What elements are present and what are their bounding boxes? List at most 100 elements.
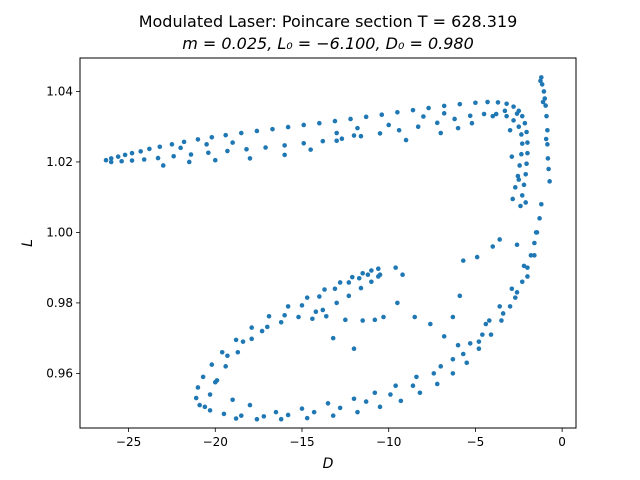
data-point xyxy=(486,318,492,323)
data-point xyxy=(223,132,228,138)
data-point xyxy=(398,398,404,404)
data-point xyxy=(395,300,400,306)
data-point xyxy=(523,171,529,177)
data-point xyxy=(480,332,485,337)
data-point xyxy=(467,341,473,346)
data-point xyxy=(240,339,246,344)
y-axis-label: L xyxy=(20,239,36,247)
data-point xyxy=(355,409,360,415)
data-point xyxy=(299,406,305,411)
data-point xyxy=(519,132,524,137)
data-point xyxy=(259,328,265,334)
data-point xyxy=(188,152,194,157)
data-point xyxy=(360,271,365,276)
data-point xyxy=(528,253,534,258)
data-point xyxy=(519,141,525,146)
data-point xyxy=(337,405,343,411)
data-point xyxy=(543,103,548,108)
data-point xyxy=(474,254,480,260)
data-point xyxy=(325,401,331,406)
data-point xyxy=(393,383,398,389)
data-point xyxy=(476,339,482,344)
data-point xyxy=(517,163,522,168)
data-point xyxy=(235,349,241,355)
data-point xyxy=(403,137,409,143)
data-point xyxy=(381,314,386,320)
data-point xyxy=(514,290,520,295)
data-point xyxy=(521,263,527,269)
data-point xyxy=(523,200,529,205)
data-point xyxy=(518,203,523,209)
data-point xyxy=(547,179,552,184)
data-point xyxy=(360,318,365,323)
data-point xyxy=(457,101,463,107)
data-point xyxy=(351,133,357,138)
data-point xyxy=(400,272,405,278)
data-point xyxy=(230,397,235,403)
data-point xyxy=(282,152,287,158)
data-point xyxy=(504,101,509,107)
data-point xyxy=(388,392,393,397)
data-point xyxy=(393,265,398,270)
data-point xyxy=(238,413,244,418)
data-point xyxy=(266,314,272,319)
data-point xyxy=(247,402,253,408)
data-point xyxy=(455,342,461,348)
data-point xyxy=(522,120,528,126)
data-point xyxy=(349,274,355,280)
data-point xyxy=(233,337,239,343)
data-point xyxy=(221,411,227,417)
data-point xyxy=(108,159,114,165)
data-point xyxy=(244,146,249,152)
data-point xyxy=(455,125,461,131)
data-point xyxy=(395,109,400,115)
data-point xyxy=(363,114,369,120)
data-point xyxy=(129,150,135,156)
data-point xyxy=(507,304,513,309)
data-point xyxy=(519,151,524,157)
data-point xyxy=(195,385,201,390)
data-point xyxy=(539,75,544,80)
data-point xyxy=(332,118,338,124)
data-point xyxy=(428,321,433,327)
data-point xyxy=(204,142,209,147)
data-point xyxy=(493,111,499,117)
data-point xyxy=(356,275,362,281)
data-point xyxy=(122,152,128,158)
plot-frame xyxy=(79,57,577,429)
data-point xyxy=(160,163,166,168)
data-point xyxy=(545,142,550,147)
data-point xyxy=(514,242,520,248)
data-point xyxy=(460,351,466,357)
data-point xyxy=(119,158,124,164)
data-point xyxy=(537,216,542,221)
data-point xyxy=(301,140,307,146)
data-point xyxy=(488,332,494,337)
data-point xyxy=(457,293,463,299)
data-point xyxy=(500,311,506,316)
data-point xyxy=(417,390,423,396)
data-point xyxy=(254,128,260,134)
data-point xyxy=(524,129,529,135)
data-point xyxy=(519,113,525,119)
data-point xyxy=(129,158,135,163)
data-point xyxy=(511,104,516,109)
data-point xyxy=(346,293,352,299)
data-point xyxy=(469,120,475,126)
data-point xyxy=(212,157,218,163)
y-tick-label: 1.00 xyxy=(46,225,73,239)
data-point xyxy=(412,314,418,320)
data-point xyxy=(483,321,489,327)
data-point xyxy=(450,371,456,376)
chart-title-line2: m = 0.025, L₀ = −6.100, D₀ = 0.980 xyxy=(182,34,474,53)
data-point xyxy=(441,111,447,116)
data-point xyxy=(200,374,206,380)
data-point xyxy=(223,364,228,369)
data-point xyxy=(510,196,515,202)
data-point xyxy=(285,304,291,309)
y-tick-label: 1.04 xyxy=(46,84,73,98)
data-point xyxy=(434,120,440,126)
data-point xyxy=(543,136,549,142)
data-point xyxy=(343,317,348,323)
